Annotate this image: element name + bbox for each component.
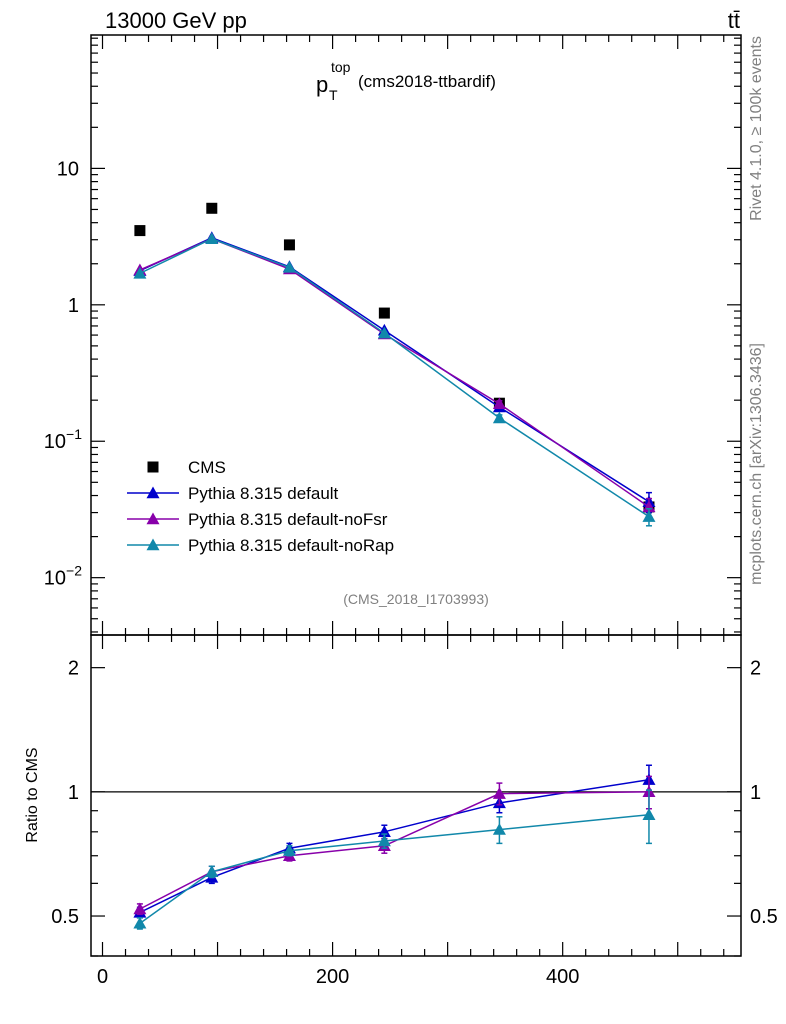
data-point [282, 260, 296, 273]
title-main: p [316, 72, 328, 97]
series-line [139, 237, 650, 518]
ratio-series [133, 764, 656, 930]
y-tick-label: 1 [68, 295, 79, 317]
ratio-point [282, 844, 296, 856]
title-superscript: top [331, 59, 351, 75]
ratio-y-axis-label: Ratio to CMS [24, 747, 41, 842]
analysis-watermark: (CMS_2018_I1703993) [343, 591, 489, 607]
y-tick-label: 10 [57, 158, 79, 180]
series-3 [133, 232, 656, 527]
ratio-point [205, 865, 219, 877]
data-point [377, 326, 391, 339]
data-point [642, 510, 656, 522]
legend-label: CMS [188, 458, 226, 477]
ratio-panel: 0.5 0.5 1 1 2 2 0 200 400 Ratio to CMS [24, 634, 778, 988]
data-point [492, 397, 506, 410]
ratio-point [133, 902, 147, 915]
legend-label: Pythia 8.315 default-noFsr [188, 510, 388, 529]
process-label: tt̄ [728, 8, 740, 33]
y-tick-label: 10−2 [44, 563, 82, 590]
legend-item: Pythia 8.315 default [127, 484, 339, 503]
ratio-y-tick-labels: 0.5 0.5 1 1 2 2 [51, 658, 778, 928]
x-tick-label: 400 [546, 966, 579, 988]
legend-marker [146, 538, 160, 551]
x-tick-label: 0 [97, 966, 108, 988]
mcplots-label: mcplots.cern.ch [arXiv:1306.3436] [748, 343, 765, 585]
ratio-point [642, 808, 656, 820]
ratio-point [377, 825, 391, 838]
legend-item: CMS [147, 458, 226, 477]
y-tick-label: 10−1 [44, 426, 82, 453]
data-point [642, 500, 656, 513]
legend-marker [146, 512, 160, 525]
legend-marker [147, 461, 159, 473]
energy-label: 13000 GeV pp [105, 8, 247, 33]
legend-label: Pythia 8.315 default-noRap [188, 536, 394, 555]
data-point [378, 307, 390, 319]
main-series [133, 202, 656, 527]
data-point [205, 232, 219, 244]
ratio-y-tick-label-right: 0.5 [750, 906, 778, 928]
data-point [133, 266, 147, 279]
legend: CMS Pythia 8.315 default Pythia 8.315 defa… [127, 458, 394, 555]
data-point [492, 411, 506, 424]
legend-label: Pythia 8.315 default [188, 484, 339, 503]
ratio-y-tick-label-right: 2 [750, 658, 761, 680]
data-point [283, 239, 295, 251]
rivet-version-label: Rivet 4.1.0, ≥ 100k events [748, 36, 765, 221]
ratio-series-2 [133, 789, 656, 930]
data-point [134, 225, 146, 237]
ratio-line [139, 813, 650, 924]
main-panel: 10 1 10−1 10−2 p T top (cms2018-ttbardif) (… [44, 34, 742, 636]
main-y-tick-labels: 10 1 10−1 10−2 [44, 158, 82, 589]
title-suffix: (cms2018-ttbardif) [358, 72, 496, 91]
ratio-series-1 [133, 775, 656, 915]
x-tick-label: 200 [316, 966, 349, 988]
legend-item: Pythia 8.315 default-noFsr [127, 510, 388, 529]
legend-marker [146, 486, 160, 499]
ratio-frame [90, 634, 742, 957]
ratio-point [492, 823, 506, 835]
chart-title: p [316, 72, 328, 97]
ratio-y-tick-label-right: 1 [750, 782, 761, 804]
ratio-line [139, 791, 649, 910]
ratio-line [139, 778, 650, 914]
ratio-point [492, 787, 506, 799]
ratio-point [377, 834, 391, 847]
main-axis-ticks [91, 35, 741, 635]
ratio-y-tick-label-left: 1 [68, 782, 79, 804]
ratio-axis-ticks [91, 635, 741, 957]
ratio-point [133, 916, 147, 929]
title-subscript: T [329, 87, 338, 103]
ratio-y-tick-label-left: 0.5 [51, 906, 79, 928]
legend-item: Pythia 8.315 default-noRap [127, 536, 394, 555]
x-tick-labels: 0 200 400 [97, 966, 579, 988]
ratio-y-tick-label-left: 2 [68, 658, 79, 680]
data-point [206, 202, 218, 214]
